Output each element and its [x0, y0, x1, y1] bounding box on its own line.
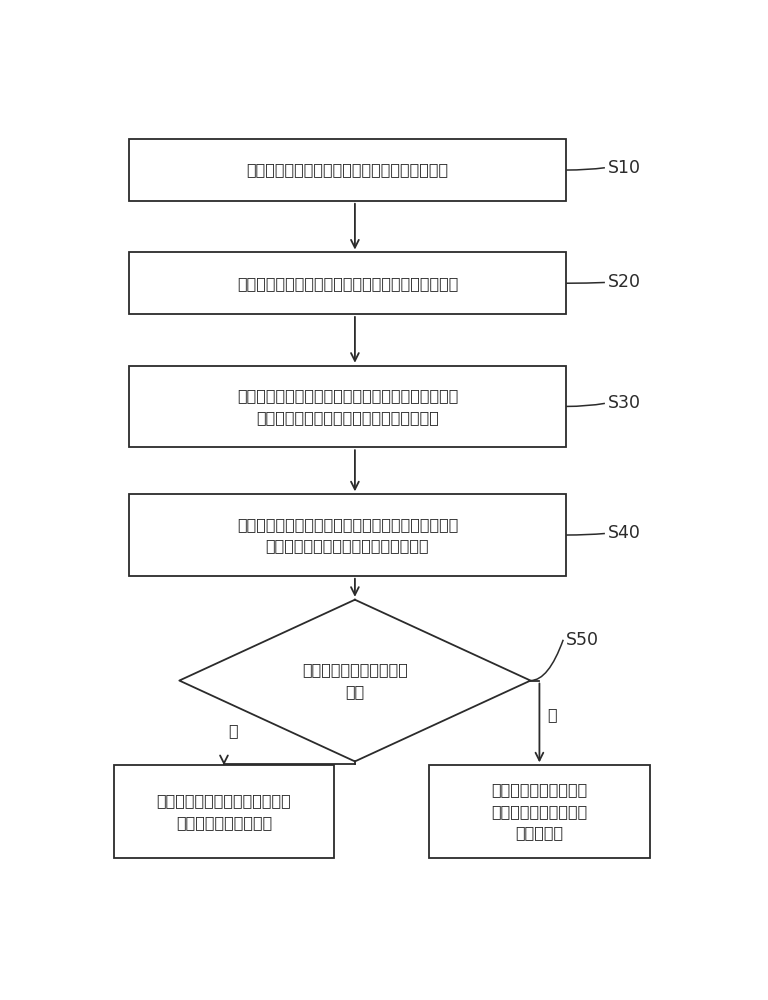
FancyBboxPatch shape [129, 252, 566, 314]
Polygon shape [180, 600, 531, 761]
Text: 判定第一运动主体与第
二运动主体不具有相同
的运动水平: 判定第一运动主体与第 二运动主体不具有相同 的运动水平 [492, 782, 588, 841]
Text: S30: S30 [608, 394, 641, 412]
Text: 采集第一运动主体的足底多个采集点的压力数据: 采集第一运动主体的足底多个采集点的压力数据 [247, 163, 449, 178]
Text: 将每个采集点对应的压力加速度与第二运动主体于相
应位置的采集点的压力加速度进行逐一比对: 将每个采集点对应的压力加速度与第二运动主体于相 应位置的采集点的压力加速度进行逐… [237, 388, 458, 425]
Text: 是: 是 [228, 723, 238, 738]
Text: 判定第一运动主体与第二运动主
体具有相同的运动水平: 判定第一运动主体与第二运动主 体具有相同的运动水平 [157, 793, 291, 830]
FancyBboxPatch shape [114, 765, 334, 858]
FancyBboxPatch shape [129, 494, 566, 576]
Text: S10: S10 [608, 159, 641, 177]
Text: 计算设定时间段内第一运动主体的压力加速度与第二
运动主体的压力加速度之间的相同概率: 计算设定时间段内第一运动主体的压力加速度与第二 运动主体的压力加速度之间的相同概… [237, 517, 458, 553]
FancyBboxPatch shape [129, 139, 566, 201]
Text: S40: S40 [608, 524, 641, 542]
FancyBboxPatch shape [129, 366, 566, 447]
FancyBboxPatch shape [429, 765, 650, 858]
Text: 否: 否 [547, 707, 557, 722]
Text: S20: S20 [608, 273, 641, 291]
Text: S50: S50 [566, 631, 599, 649]
Text: 设定时间段并计算该时间段内各采集点的压力加速度: 设定时间段并计算该时间段内各采集点的压力加速度 [237, 276, 458, 291]
Text: 相同概率不小于第一预设
阈值: 相同概率不小于第一预设 阈值 [302, 662, 408, 699]
